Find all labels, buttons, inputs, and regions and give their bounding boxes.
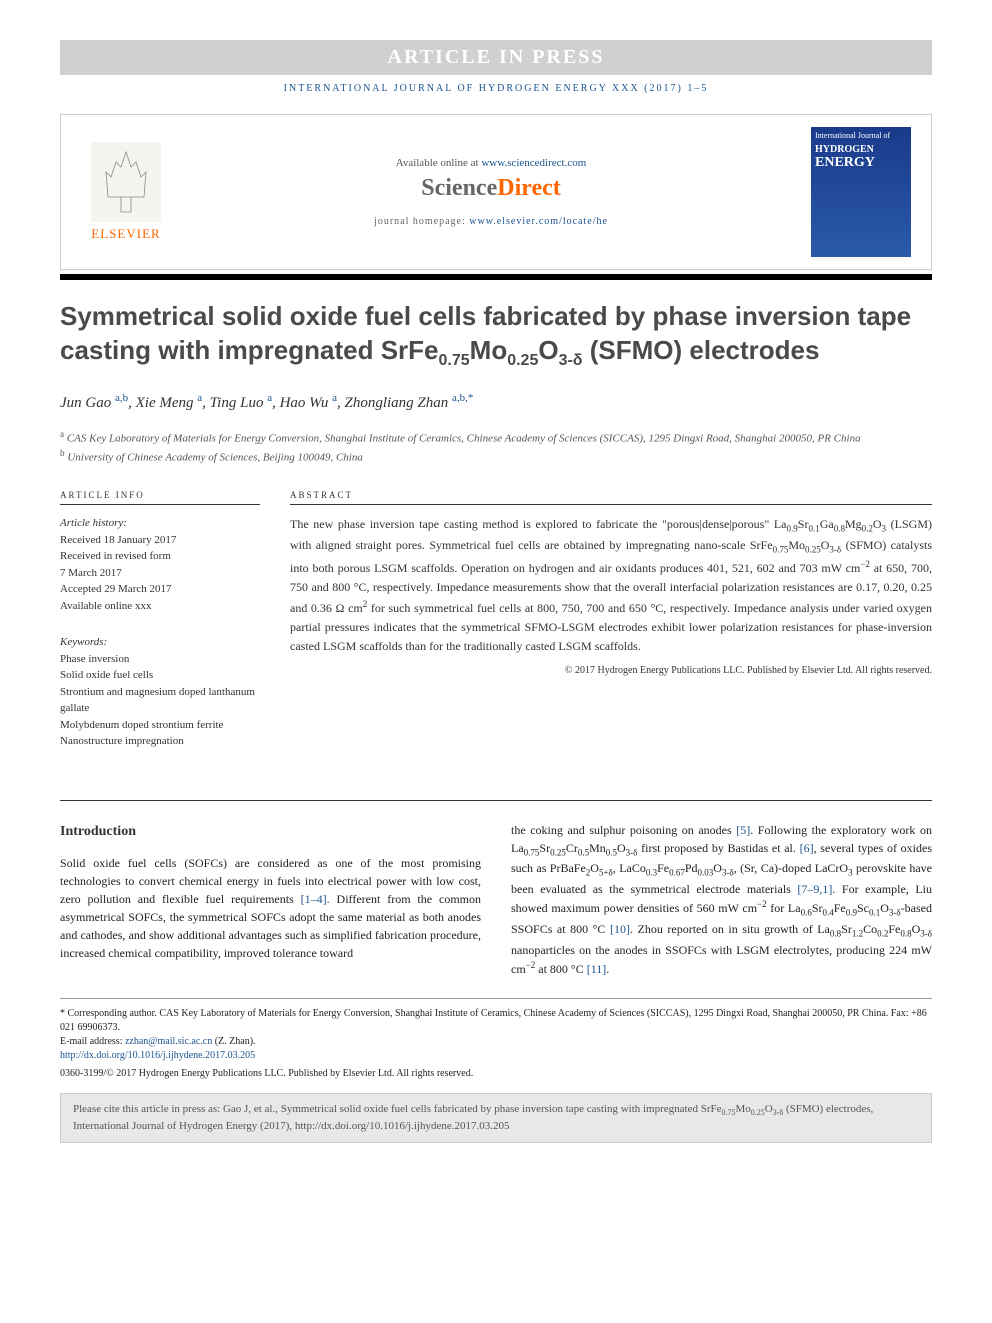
article-title: Symmetrical solid oxide fuel cells fabri… xyxy=(60,300,932,372)
affiliations-block: a CAS Key Laboratory of Materials for En… xyxy=(60,428,932,466)
abstract-copyright: © 2017 Hydrogen Energy Publications LLC.… xyxy=(290,665,932,676)
sd-prefix: Science xyxy=(421,175,497,201)
citation-box: Please cite this article in press as: Ga… xyxy=(60,1093,932,1143)
email-label: E-mail address: xyxy=(60,1036,125,1047)
body-paragraph-left: Solid oxide fuel cells (SOFCs) are consi… xyxy=(60,854,481,962)
keyword: Solid oxide fuel cells xyxy=(60,667,260,684)
authors-line: Jun Gao a,b, Xie Meng a, Ting Luo a, Hao… xyxy=(60,392,932,412)
accepted-date: Accepted 29 March 2017 xyxy=(60,581,260,598)
journal-header-box: ELSEVIER Available online at www.science… xyxy=(60,114,932,270)
section-divider xyxy=(60,800,932,801)
affiliation-a: CAS Key Laboratory of Materials for Ener… xyxy=(67,432,861,444)
keyword: Phase inversion xyxy=(60,651,260,668)
history-title: Article history: xyxy=(60,515,260,532)
email-line: E-mail address: zzhan@mail.sic.ac.cn (Z.… xyxy=(60,1035,932,1049)
keyword: Strontium and magnesium doped lanthanum … xyxy=(60,684,260,717)
journal-homepage-line: journal homepage: www.elsevier.com/locat… xyxy=(191,216,791,227)
footnotes-block: * Corresponding author. CAS Key Laborato… xyxy=(60,998,932,1081)
body-paragraph-right: the coking and sulphur poisoning on anod… xyxy=(511,821,932,979)
cover-journal-text: International Journal of xyxy=(815,131,907,140)
article-in-press-banner: ARTICLE IN PRESS xyxy=(60,40,932,75)
revised-label: Received in revised form xyxy=(60,548,260,565)
email-link[interactable]: zzhan@mail.sic.ac.cn xyxy=(125,1036,212,1047)
homepage-link[interactable]: www.elsevier.com/locate/he xyxy=(469,216,608,227)
article-info-label: ARTICLE INFO xyxy=(60,490,260,505)
affiliation-b: University of Chinese Academy of Science… xyxy=(67,452,363,464)
journal-header-line: INTERNATIONAL JOURNAL OF HYDROGEN ENERGY… xyxy=(60,83,932,94)
email-suffix: (Z. Zhan). xyxy=(212,1036,255,1047)
elsevier-logo-box: ELSEVIER xyxy=(81,142,171,242)
revised-date: 7 March 2017 xyxy=(60,565,260,582)
keywords-title: Keywords: xyxy=(60,634,260,651)
available-text: Available online at xyxy=(396,157,482,169)
corresponding-author: * Corresponding author. CAS Key Laborato… xyxy=(60,1007,932,1035)
cover-energy-text: ENERGY xyxy=(815,155,907,171)
keywords-block: Keywords: Phase inversion Solid oxide fu… xyxy=(60,634,260,750)
cover-hydrogen-text: HYDROGEN xyxy=(815,144,907,155)
elsevier-label: ELSEVIER xyxy=(81,226,171,242)
sciencedirect-logo: ScienceDirect xyxy=(191,175,791,202)
homepage-label: journal homepage: xyxy=(374,216,469,227)
abstract-text: The new phase inversion tape casting met… xyxy=(290,515,932,657)
keyword: Nanostructure impregnation xyxy=(60,733,260,750)
sciencedirect-link[interactable]: www.sciencedirect.com xyxy=(481,157,586,169)
available-online-line: Available online at www.sciencedirect.co… xyxy=(191,157,791,169)
sd-suffix: Direct xyxy=(497,175,561,201)
journal-cover-thumbnail: International Journal of HYDROGEN ENERGY xyxy=(811,127,911,257)
elsevier-tree-icon xyxy=(91,142,161,222)
online-date: Available online xxx xyxy=(60,598,260,615)
issn-copyright: 0360-3199/© 2017 Hydrogen Energy Publica… xyxy=(60,1067,932,1081)
received-date: Received 18 January 2017 xyxy=(60,532,260,549)
black-divider-bar xyxy=(60,274,932,280)
doi-link[interactable]: http://dx.doi.org/10.1016/j.ijhydene.201… xyxy=(60,1050,255,1061)
introduction-heading: Introduction xyxy=(60,821,481,842)
article-history-block: Article history: Received 18 January 201… xyxy=(60,515,260,614)
abstract-label: ABSTRACT xyxy=(290,490,932,505)
keyword: Molybdenum doped strontium ferrite xyxy=(60,717,260,734)
